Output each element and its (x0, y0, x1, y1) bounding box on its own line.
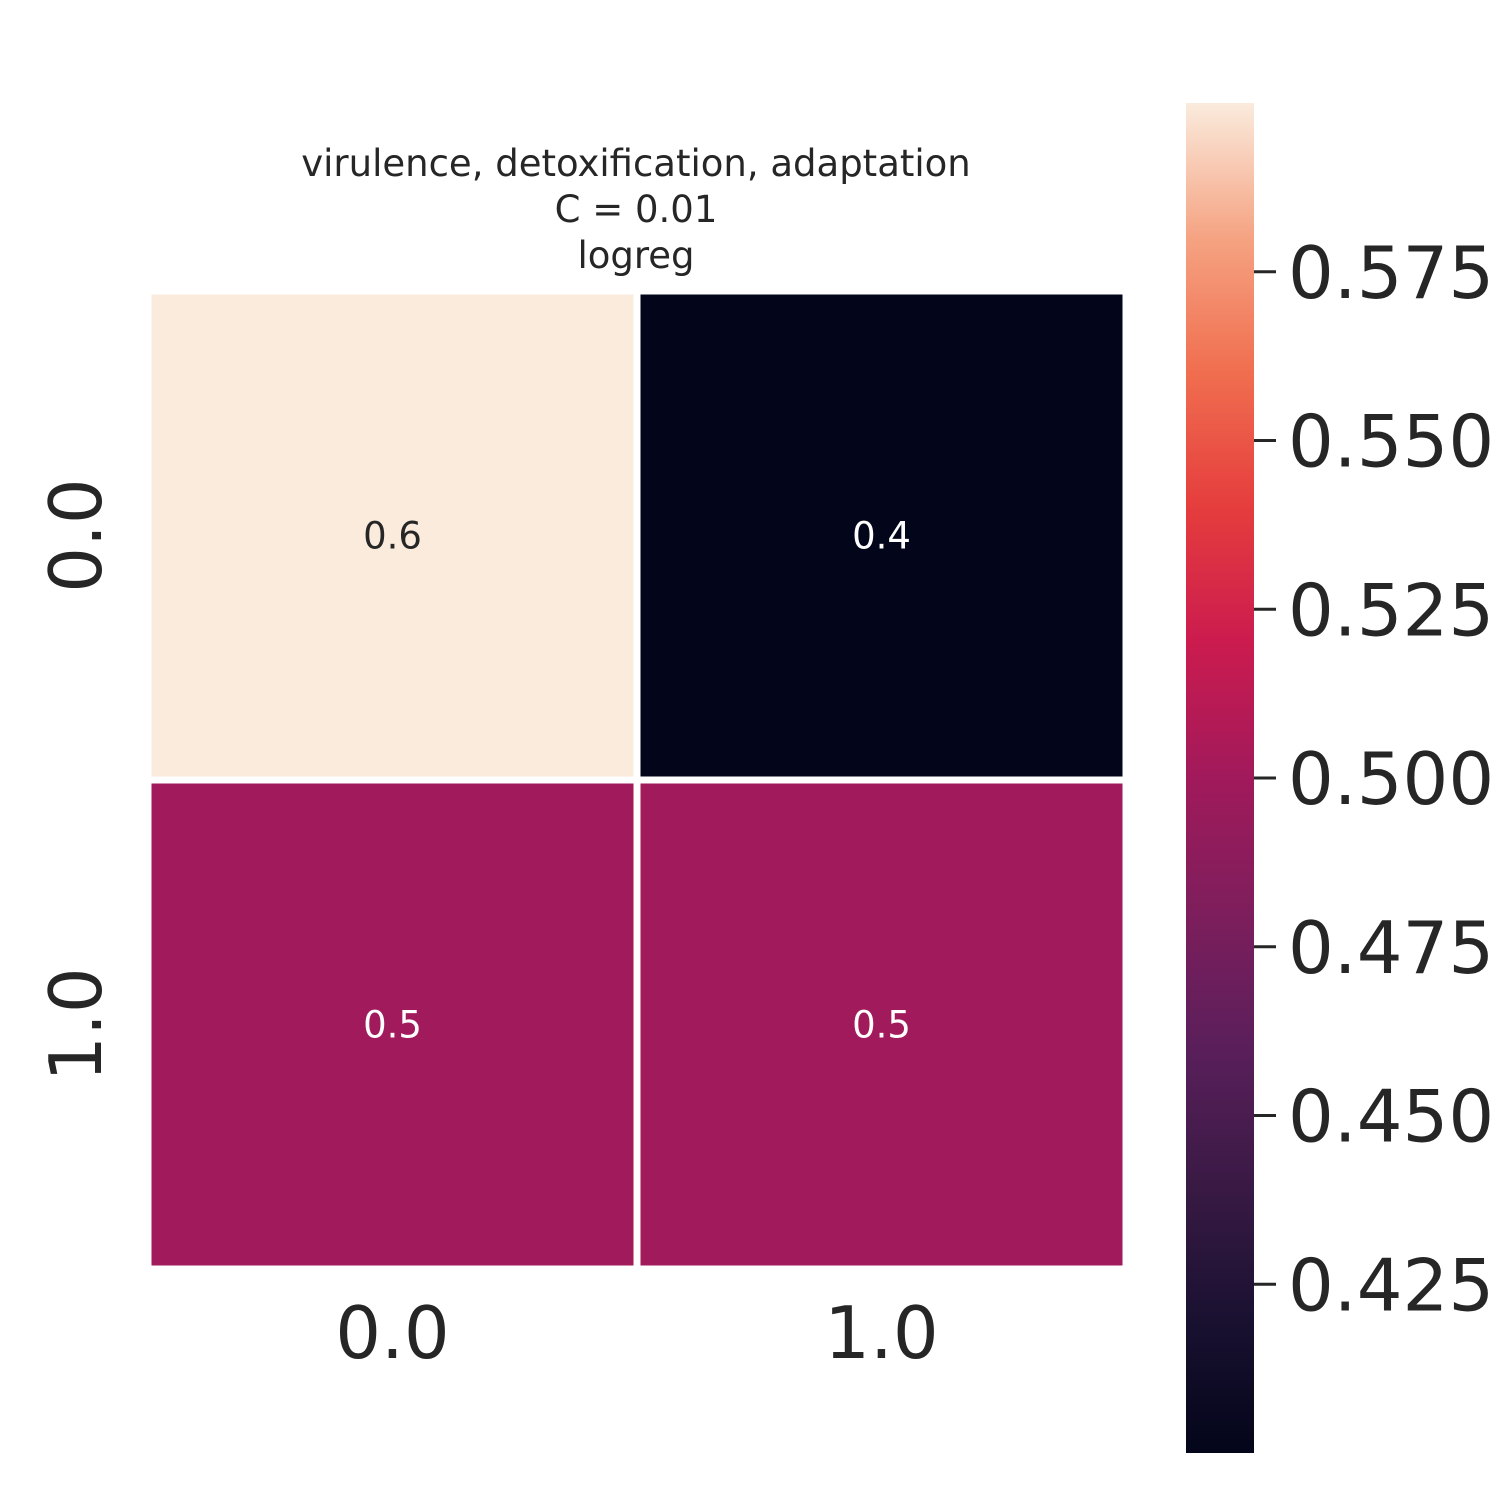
chart-title-line-2: C = 0.01 (555, 188, 718, 231)
heatmap-cell-label: 0.6 (363, 515, 422, 558)
colorbar-ticks: 0.425 0.450 0.475 0.500 0.525 0.550 0.575 (1254, 231, 1494, 1327)
colorbar-tick-label: 0.450 (1288, 1075, 1494, 1159)
heatmap-cell-labels: 0.6 0.4 0.5 0.5 (363, 515, 911, 1047)
colorbar-tick-label: 0.550 (1288, 400, 1494, 484)
x-axis-tick-labels: 0.0 1.0 (335, 1291, 939, 1375)
chart-title-line-1: virulence, detoxification, adaptation (301, 142, 971, 185)
colorbar-tick-label: 0.425 (1288, 1243, 1494, 1327)
heatmap-cell (144, 287, 641, 784)
y-axis-tick-labels: 0.0 1.0 (34, 478, 118, 1082)
heatmap-cell-label: 0.5 (852, 1004, 911, 1047)
heatmap-cells (144, 287, 1130, 1273)
colorbar-tick-label: 0.500 (1288, 737, 1494, 821)
colorbar: 0.425 0.450 0.475 0.500 0.525 0.550 0.575 (1186, 103, 1494, 1453)
heatmap-cell-label: 0.4 (852, 515, 911, 558)
chart-title-line-3: logreg (577, 234, 694, 277)
heatmap-cell-label: 0.5 (363, 1004, 422, 1047)
y-axis-tick-label: 1.0 (34, 967, 118, 1082)
colorbar-tick-label: 0.525 (1288, 568, 1494, 652)
y-axis-tick-label: 0.0 (34, 478, 118, 593)
heatmap-cell (144, 776, 641, 1273)
colorbar-tick-label: 0.475 (1288, 906, 1494, 990)
chart-title: virulence, detoxification, adaptation C … (301, 142, 971, 277)
x-axis-tick-label: 0.0 (335, 1291, 450, 1375)
colorbar-gradient (1186, 103, 1254, 1453)
colorbar-tick-label: 0.575 (1288, 231, 1494, 315)
heatmap-cell (633, 287, 1130, 784)
x-axis-tick-label: 1.0 (824, 1291, 939, 1375)
heatmap-cell (633, 776, 1130, 1273)
